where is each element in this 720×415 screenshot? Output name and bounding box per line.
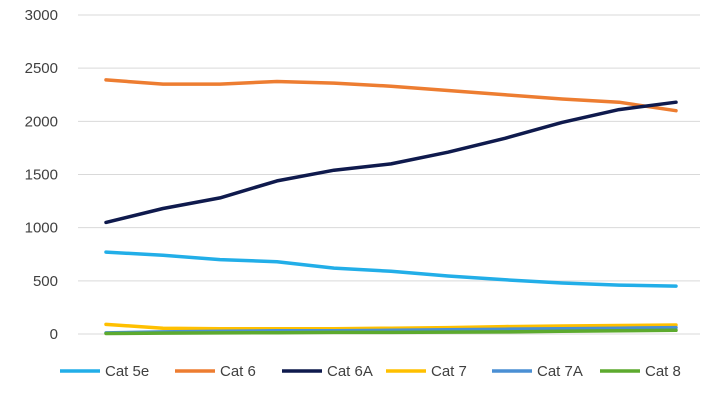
legend-label: Cat 8	[645, 363, 681, 380]
series-line-cat-5e	[104, 250, 678, 288]
legend-label: Cat 6	[220, 363, 256, 380]
legend-item-cat-6a: Cat 6A	[282, 363, 373, 380]
legend-item-cat-8: Cat 8	[600, 363, 681, 380]
gridlines	[78, 14, 700, 335]
y-tick-label: 3000	[25, 7, 58, 24]
legend-item-cat-5e: Cat 5e	[60, 363, 149, 380]
y-axis-tick-labels: 0 500 1000 1500 2000 2500 3000	[25, 7, 58, 343]
legend-label: Cat 5e	[105, 363, 149, 380]
y-tick-label: 2000	[25, 113, 58, 130]
series-line-cat-6a	[104, 100, 678, 225]
series-line-cat-8	[104, 328, 678, 336]
legend-item-cat-6: Cat 6	[175, 363, 256, 380]
y-tick-label: 0	[50, 326, 58, 343]
y-tick-label: 1000	[25, 220, 58, 237]
legend-item-cat-7a: Cat 7A	[492, 363, 583, 380]
legend-label: Cat 7A	[537, 363, 583, 380]
legend-label: Cat 6A	[327, 363, 373, 380]
series-line-cat-7	[104, 322, 678, 331]
y-tick-label: 1500	[25, 167, 58, 184]
legend-label: Cat 7	[431, 363, 467, 380]
legend-item-cat-7: Cat 7	[386, 363, 467, 380]
series-lines	[104, 78, 678, 336]
y-tick-label: 2500	[25, 60, 58, 77]
legend: Cat 5e Cat 6 Cat 6A Cat 7 Cat 7A Cat 8	[60, 363, 681, 380]
series-line-cat-6	[104, 78, 678, 113]
y-tick-label: 500	[33, 273, 58, 290]
